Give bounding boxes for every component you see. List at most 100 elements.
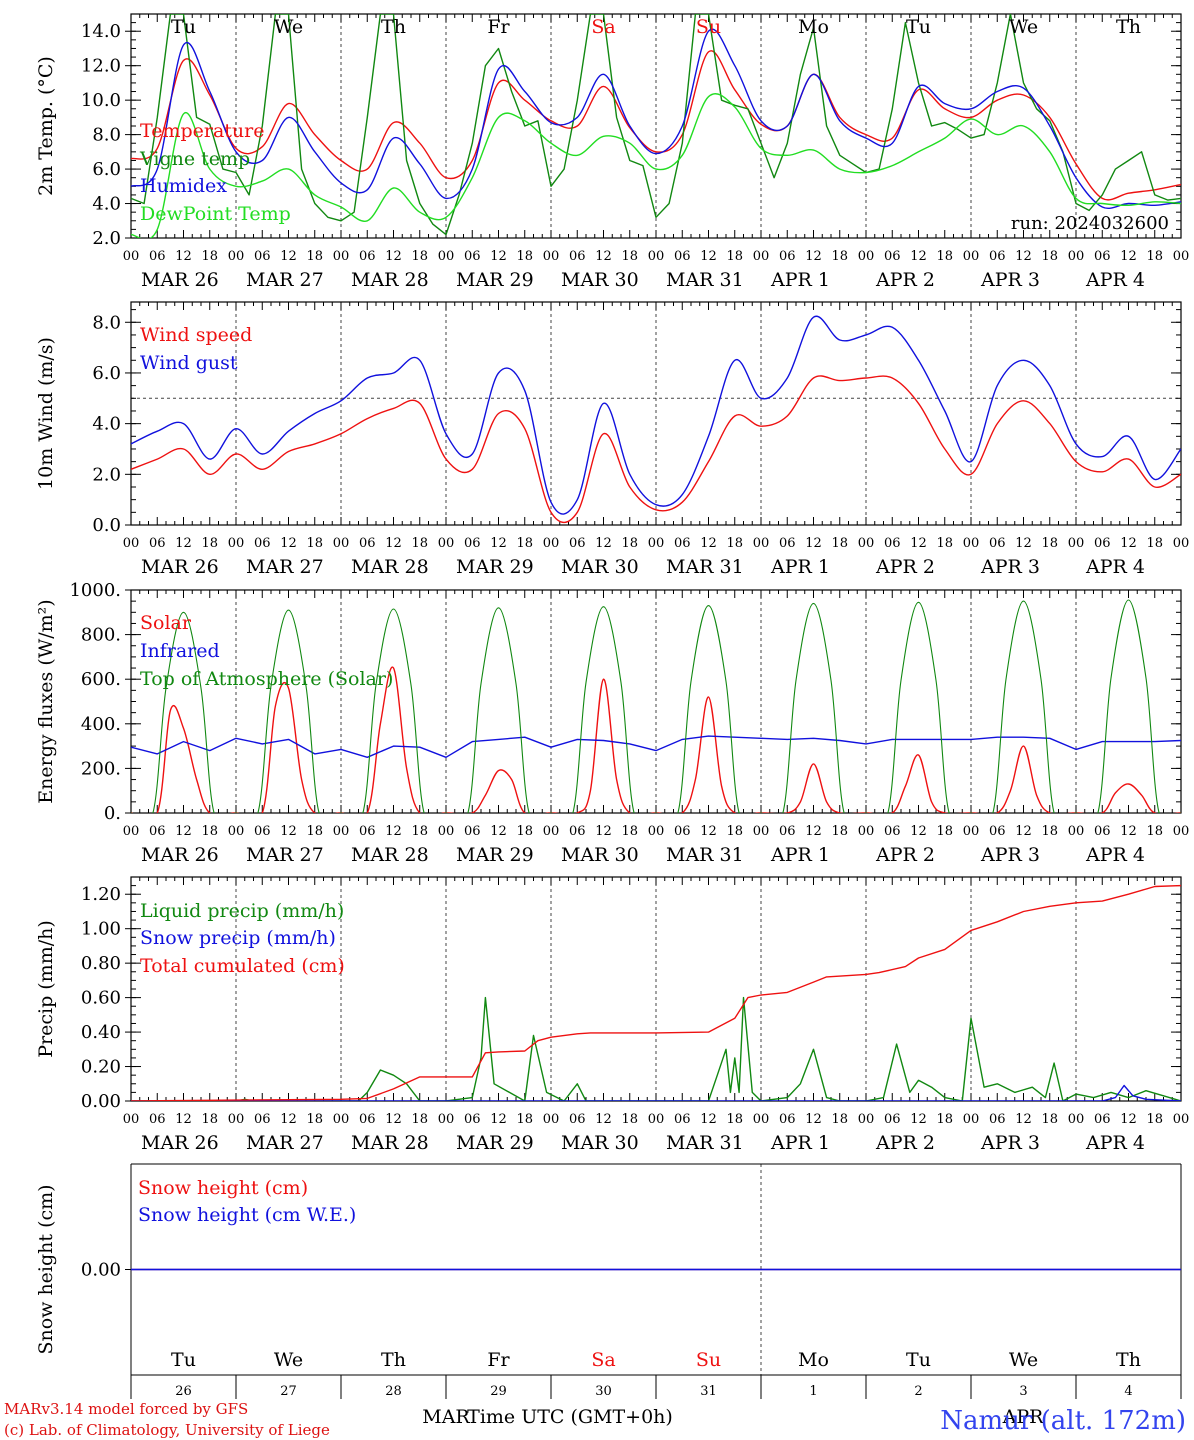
panel-temperature: 2.0 4.0 6.0 8.0 10.0 12.0 14.0 2m Temp. (°C) Tem… [35,13,1189,291]
x-tick-label: 00 [438,536,455,551]
y-tick-label: 1.20 [81,884,121,905]
day-number: 30 [595,1384,612,1399]
x-tick-label: 18 [516,824,533,839]
y-tick-label: 6.0 [92,159,121,180]
x-tick-label: 18 [306,824,323,839]
x-tick-label: 00 [648,249,665,264]
x-tick-label: 18 [831,824,848,839]
y-tick-label: 8.0 [92,125,121,146]
x-tick-label: 12 [1015,536,1032,551]
x-tick-label: 00 [753,1112,770,1127]
x-tick-label: 06 [569,1112,586,1127]
station-name: Namur (alt. 172m) [940,1406,1186,1436]
x-tick-label: 12 [280,1112,297,1127]
x-tick-label: 00 [333,824,350,839]
x-tick-label: 12 [175,1112,192,1127]
x-tick-label: 12 [805,1112,822,1127]
x-tick-label: 12 [280,824,297,839]
x-tick-label: 18 [1146,536,1163,551]
x-tick-label: 00 [963,1112,980,1127]
legend-entry: Infrared [140,640,220,662]
x-tick-label: 06 [1094,824,1111,839]
legend-entry: Humidex [140,175,227,197]
day-label: APR 3 [980,1132,1040,1154]
weekday-label: We [274,1349,303,1371]
x-tick-label: 12 [1120,1112,1137,1127]
x-tick-label: 12 [1120,824,1137,839]
x-axis-title: Time UTC (GMT+0h) [467,1406,673,1428]
x-tick-label: 00 [1068,536,1085,551]
x-tick-label: 06 [1094,249,1111,264]
y-axis-title: Precip (mm/h) [35,920,57,1058]
x-tick-label: 18 [411,536,428,551]
x-tick-label: 12 [175,824,192,839]
x-tick-label: 00 [963,824,980,839]
x-tick-label: 00 [123,1112,140,1127]
x-tick-label: 06 [884,824,901,839]
x-tick-label: 18 [516,536,533,551]
series-group [131,884,1181,1101]
day-number: 1 [809,1384,817,1399]
legend-entry: Top of Atmosphere (Solar) [140,668,393,690]
x-tick-label: 12 [490,249,507,264]
panel-wind: 0.0 2.0 4.0 6.0 8.0 10m Wind (m/s) Wind speed W… [35,301,1189,578]
x-tick-label: 06 [359,824,376,839]
x-tick-label: 00 [858,824,875,839]
series-line-temperature [131,50,1181,201]
day-label: MAR 30 [561,269,639,291]
x-tick-label: 18 [936,536,953,551]
weekday-label: We [1009,1349,1038,1371]
panel-snow: 0.00 Snow height (cm) Snow height (cm) Snow… [35,1163,1182,1428]
x-tick-label: 06 [569,249,586,264]
x-tick-label: 00 [123,536,140,551]
weekday-label: Mo [798,16,829,38]
x-tick-label: 06 [464,249,481,264]
weekday-label: Tu [171,16,196,38]
x-tick-label: 18 [621,249,638,264]
day-label: MAR 30 [561,556,639,578]
x-tick-label: 18 [201,536,218,551]
series-group [131,315,1181,524]
weekday-label: Th [381,16,406,38]
x-tick-label: 12 [700,1112,717,1127]
y-tick-label: 0.0 [92,515,121,536]
day-label: APR 4 [1085,556,1145,578]
x-tick-label: 00 [1173,824,1190,839]
x-tick-label: 06 [884,1112,901,1127]
x-tick-label: 00 [858,249,875,264]
run-label: run: 2024032600 [1011,213,1169,234]
x-tick-label: 12 [805,536,822,551]
y-tick-label: 1000. [69,580,121,601]
legend-entry: Solar [140,612,192,634]
day-number: 26 [175,1384,192,1399]
day-label: MAR 29 [456,1132,534,1154]
x-tick-label: 18 [936,824,953,839]
day-label: MAR 26 [141,1132,219,1154]
x-tick-label: 00 [123,249,140,264]
day-label: APR 1 [770,1132,830,1154]
x-tick-label: 00 [858,536,875,551]
y-tick-label: 0.00 [81,1260,121,1281]
x-tick-label: 12 [1015,1112,1032,1127]
x-tick-label: 06 [779,536,796,551]
weekday-label: Tu [906,1349,931,1371]
x-tick-label: 00 [648,1112,665,1127]
day-number: 3 [1019,1384,1027,1399]
y-tick-label: 0.20 [81,1057,121,1078]
y-tick-label: 14.0 [81,21,121,42]
x-tick-label: 18 [306,249,323,264]
y-tick-label: 4.0 [92,194,121,215]
x-tick-label: 18 [621,824,638,839]
weekday-label: We [1009,16,1038,38]
x-tick-label: 06 [989,1112,1006,1127]
legend-entry: Wind speed [140,324,252,346]
x-tick-label: 12 [805,249,822,264]
x-tick-label: 12 [280,536,297,551]
weekday-label: Th [1116,1349,1141,1371]
weekday-label: We [274,16,303,38]
x-tick-label: 18 [411,249,428,264]
x-tick-label: 12 [910,824,927,839]
series-line-total-cumulated-cm- [131,884,1181,1101]
x-tick-label: 06 [779,1112,796,1127]
